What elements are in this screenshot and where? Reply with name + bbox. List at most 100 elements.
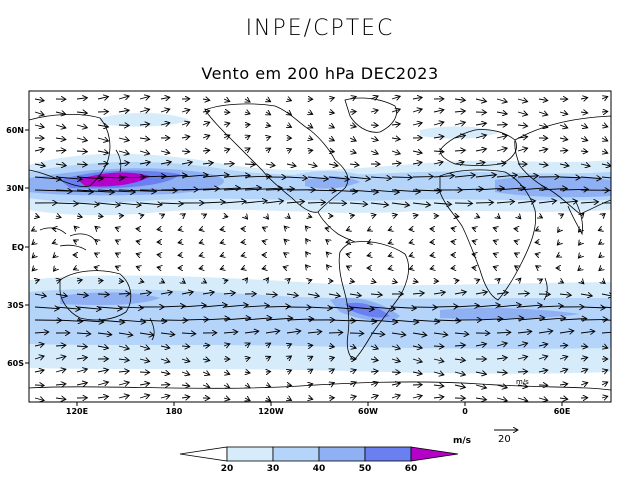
wind-arrow-icon <box>308 356 313 359</box>
wind-arrow-icon <box>139 383 150 385</box>
wind-arrow-icon <box>370 359 378 360</box>
wind-arrow-icon <box>160 306 185 307</box>
wind-arrow-icon <box>559 331 574 333</box>
wind-arrow-icon <box>202 359 210 361</box>
wind-arrow-icon <box>350 215 354 216</box>
wind-arrow-icon <box>454 122 465 125</box>
wind-arrow-icon <box>97 138 108 141</box>
wind-arrow-icon <box>181 372 190 375</box>
wind-arrow-icon <box>308 369 313 372</box>
wind-arrow-icon <box>76 164 87 165</box>
wind-arrow-icon <box>559 112 568 114</box>
wind-arrow-icon <box>433 176 454 177</box>
wind-arrow-icon <box>244 188 282 190</box>
wind-arrow-icon <box>287 344 292 346</box>
lon-label-120e: 120E <box>66 407 88 416</box>
wind-arrow-icon <box>601 346 608 348</box>
wind-arrow-icon <box>181 136 190 138</box>
colorbar-segment <box>226 446 274 462</box>
wind-arrow-icon <box>118 125 129 126</box>
wind-arrow-icon <box>202 202 225 203</box>
wind-arrow-icon <box>97 346 108 348</box>
wind-arrow-icon <box>601 164 611 166</box>
wind-arrow-icon <box>266 278 268 281</box>
wind-arrow-icon <box>433 151 444 152</box>
wind-arrow-icon <box>475 123 486 125</box>
wind-arrow-icon <box>220 268 224 269</box>
wind-arrow-icon <box>202 150 210 151</box>
wind-arrow-icon <box>535 229 539 231</box>
wind-arrow-icon <box>517 137 528 138</box>
wind-arrow-icon <box>139 395 150 398</box>
lat-label-eq: EQ <box>12 243 24 252</box>
wind-arrow-icon <box>433 136 444 138</box>
wind-arrow-icon <box>580 112 588 113</box>
wind-arrow-icon <box>560 214 564 216</box>
wind-arrow-icon <box>598 229 602 231</box>
wind-arrow-icon <box>388 255 392 256</box>
wind-arrow-icon <box>55 356 66 359</box>
wind-arrow-icon <box>559 384 568 385</box>
wind-arrow-icon <box>538 164 548 165</box>
wind-arrow-icon <box>181 319 209 320</box>
wind-arrow-icon <box>559 318 587 320</box>
wind-arrow-icon <box>433 110 444 112</box>
wind-arrow-icon <box>409 268 413 269</box>
wind-arrow-icon <box>559 369 568 372</box>
wind-arrow-icon <box>517 188 546 190</box>
wind-arrow-icon <box>496 385 507 388</box>
wind-arrow-icon <box>349 96 356 99</box>
wind-arrow-icon <box>199 268 203 269</box>
wind-arrow-icon <box>307 332 322 333</box>
wind-arrow-icon <box>433 162 443 164</box>
wind-arrow-icon <box>367 255 371 256</box>
wind-arrow-icon <box>160 359 170 362</box>
wind-arrow-icon <box>412 320 440 322</box>
wind-arrow-icon <box>329 383 334 385</box>
wind-arrow-icon <box>223 385 230 388</box>
wind-arrow-icon <box>223 372 230 374</box>
wind-arrow-icon <box>178 229 182 230</box>
wind-arrow-icon <box>475 385 486 388</box>
lon-label-0: 0 <box>462 407 468 416</box>
wind-arrow-icon <box>536 266 539 268</box>
wind-arrow-icon <box>580 202 599 203</box>
wind-arrow-icon <box>118 307 143 308</box>
lat-label-60n: 60N <box>6 126 24 135</box>
wind-arrow-icon <box>538 125 548 127</box>
wind-arrow-icon <box>305 226 308 229</box>
wind-arrow-icon <box>32 268 35 271</box>
wind-arrow-icon <box>328 307 353 309</box>
wind-arrow-icon <box>327 265 329 268</box>
wind-arrow-icon <box>160 97 170 99</box>
wind-arrow-icon <box>34 356 44 359</box>
wind-arrow-icon <box>328 346 334 347</box>
wind-arrow-icon <box>325 228 329 229</box>
wind-arrow-icon <box>475 188 504 190</box>
wind-arrow-icon <box>413 281 418 282</box>
wind-arrow-icon <box>181 175 208 177</box>
lat-label-30s: 30S <box>7 301 24 310</box>
wind-arrow-icon <box>476 216 480 218</box>
wind-arrow-icon <box>77 280 82 281</box>
wind-arrow-icon <box>601 176 611 179</box>
wind-arrow-icon <box>454 150 465 151</box>
wind-arrow-icon <box>349 294 361 296</box>
wind-arrow-icon <box>412 346 422 348</box>
wind-arrow-icon <box>517 398 528 401</box>
wind-arrow-icon <box>370 395 378 398</box>
wind-arrow-icon <box>517 125 528 126</box>
wind-arrow-icon <box>454 333 469 334</box>
wind-arrow-icon <box>34 370 44 372</box>
wind-arrow-icon <box>370 96 378 99</box>
wind-arrow-icon <box>118 138 129 141</box>
wind-arrow-icon <box>388 268 392 269</box>
wind-arrow-icon <box>475 149 486 151</box>
wind-arrow-icon <box>35 216 39 217</box>
wind-arrow-icon <box>517 385 528 387</box>
wind-arrow-icon <box>580 177 601 179</box>
wind-arrow-icon <box>34 177 61 179</box>
wind-arrow-icon <box>349 190 378 192</box>
wind-arrow-icon <box>76 383 87 385</box>
wind-arrow-icon <box>412 109 422 112</box>
